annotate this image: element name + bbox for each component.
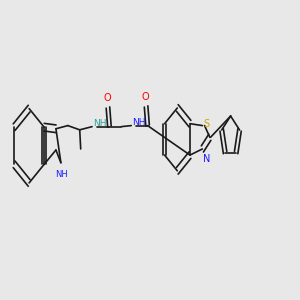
Text: S: S (204, 119, 210, 129)
Text: O: O (142, 92, 149, 102)
Text: NH: NH (93, 119, 106, 128)
Text: O: O (103, 93, 111, 103)
Text: N: N (203, 154, 210, 164)
Text: NH: NH (132, 118, 145, 127)
Text: NH: NH (55, 170, 68, 179)
